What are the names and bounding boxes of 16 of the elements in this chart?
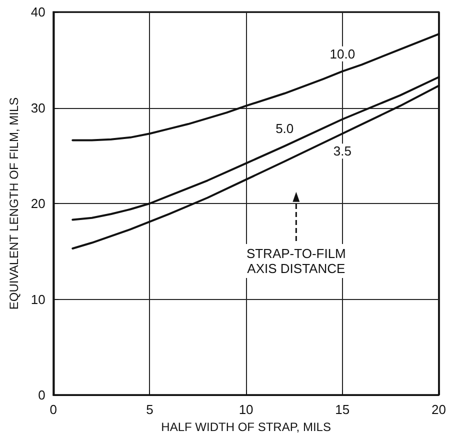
y-tick-label: 30 <box>30 100 46 116</box>
x-tick-label: 20 <box>432 402 446 417</box>
series-label: 3.5 <box>333 144 352 159</box>
y-tick-label: 0 <box>38 388 46 402</box>
x-tick-label: 15 <box>335 402 350 417</box>
annotation: STRAP-TO-FILM AXIS DISTANCE <box>246 246 346 276</box>
x-tick-label: 0 <box>50 402 57 417</box>
y-tick-label: 20 <box>30 196 46 211</box>
x-tick-label: 5 <box>146 402 154 417</box>
series-label: 5.0 <box>276 121 294 136</box>
y-tick-label: 40 <box>30 4 46 20</box>
x-axis-title: HALF WIDTH OF STRAP, MILS <box>161 420 331 434</box>
y-axis-title: EQUIVALENT LENGTH OF FILM, MILS <box>7 97 21 310</box>
series-label: 10.0 <box>330 46 356 62</box>
x-tick-label: 10 <box>238 402 254 417</box>
y-tick-label: 10 <box>30 292 46 307</box>
